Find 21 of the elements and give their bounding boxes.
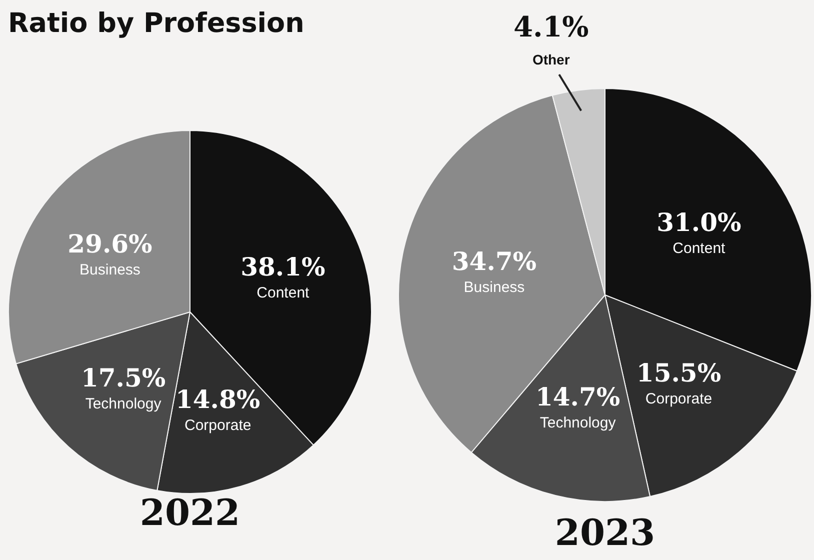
slice-label: Other — [532, 52, 570, 68]
data-label: 14.8% — [176, 384, 260, 414]
slice-label: Corporate — [645, 390, 712, 408]
data-label: 14.7% — [535, 382, 620, 412]
slice-label: Content — [672, 240, 726, 258]
slice-label: Business — [464, 278, 525, 296]
chart-title: Ratio by Profession — [8, 8, 304, 39]
slice-label: Content — [256, 284, 310, 302]
data-label: 29.6% — [68, 229, 153, 258]
data-label: 34.7% — [452, 246, 537, 276]
slice-label: Corporate — [184, 416, 252, 434]
data-label: 4.1% — [513, 10, 589, 44]
slice-label: Technology — [540, 414, 616, 432]
slice-label: Technology — [85, 395, 162, 412]
data-label: 31.0% — [656, 208, 742, 238]
text: 2023 — [554, 512, 656, 554]
data-label: 15.5% — [636, 358, 722, 388]
slice-label: Business — [80, 261, 140, 278]
data-label: 17.5% — [80, 363, 166, 392]
text: 2022 — [138, 492, 242, 534]
data-label: 38.1% — [240, 252, 326, 282]
